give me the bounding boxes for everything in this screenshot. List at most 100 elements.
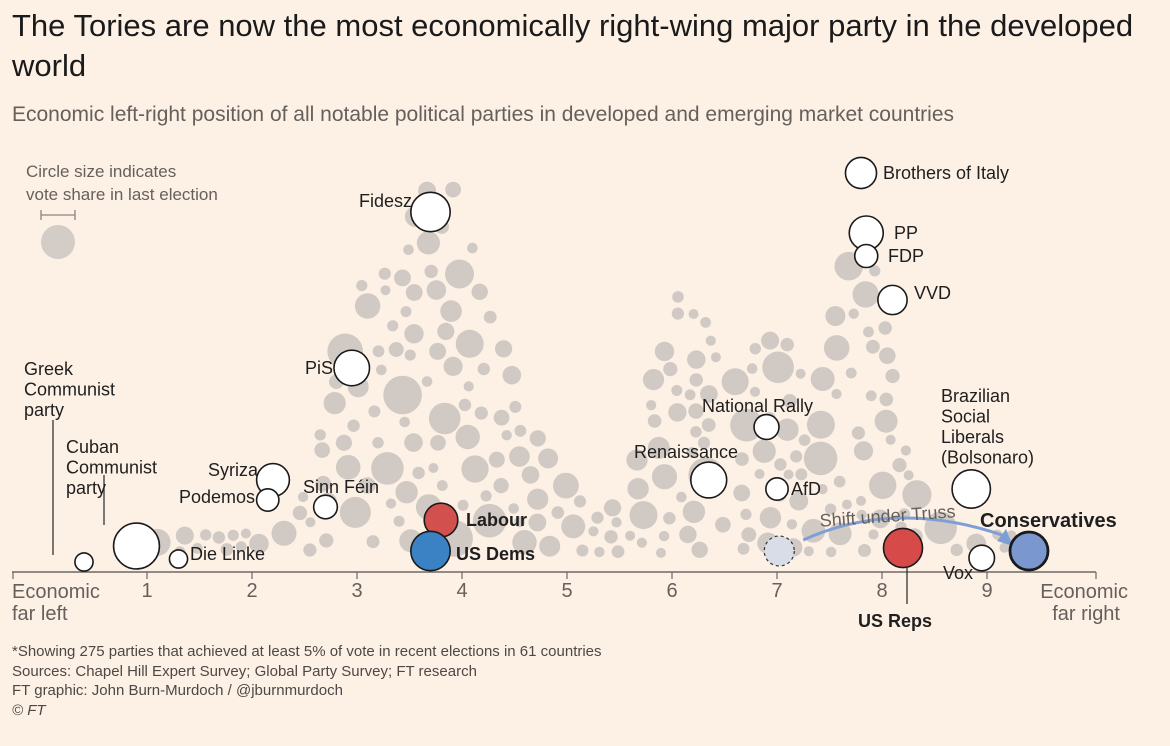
background-party-bubble	[715, 516, 731, 533]
background-party-bubble	[372, 437, 384, 449]
background-party-bubble	[754, 469, 765, 479]
background-party-bubble	[999, 542, 1010, 553]
background-party-bubble	[803, 546, 814, 557]
background-party-bubble	[235, 541, 247, 552]
background-party-bubble	[298, 491, 309, 503]
background-party-bubble	[789, 491, 809, 511]
sinn-f-in-label: Sinn Féin	[303, 477, 379, 497]
greek-communist-party-bubble	[74, 552, 94, 572]
background-party-bubble	[856, 509, 867, 521]
background-party-bubble	[627, 478, 649, 500]
background-party-bubble	[385, 498, 397, 509]
background-party-bubble	[740, 508, 752, 520]
background-party-bubble	[782, 394, 797, 408]
background-party-bubble	[429, 342, 447, 360]
sinn-f-in-bubble	[312, 494, 339, 520]
background-party-bubble	[774, 458, 787, 471]
background-party-bubble	[437, 322, 455, 340]
background-party-bubble	[354, 293, 381, 319]
renaissance-label: Renaissance	[634, 442, 738, 462]
background-party-bubble	[663, 512, 676, 525]
background-party-bubble	[817, 484, 828, 495]
x-tick-label: 6	[666, 580, 677, 602]
background-party-bubble	[512, 530, 537, 555]
podemos-bubble	[255, 488, 280, 512]
background-party-bubble	[561, 514, 586, 539]
background-party-bubble	[493, 478, 509, 494]
background-party-bubble	[676, 491, 687, 503]
background-party-bubble	[471, 283, 488, 300]
background-party-bubble	[900, 445, 912, 456]
background-party-bubble	[400, 306, 412, 318]
background-party-bubble	[573, 495, 587, 508]
background-party-bubble	[212, 531, 226, 544]
background-party-bubble	[480, 490, 492, 502]
background-party-bubble	[790, 450, 803, 463]
background-party-bubble	[305, 517, 316, 528]
fdp-label: FDP	[888, 246, 924, 266]
footnote-parties: *Showing 275 parties that achieved at le…	[12, 643, 602, 660]
background-party-bubble	[372, 345, 385, 358]
fidesz-label: Fidesz	[359, 191, 412, 211]
pis-label: PiS	[305, 358, 333, 378]
background-party-bubble	[436, 480, 448, 491]
background-party-bubble	[689, 373, 703, 387]
background-party-bubble	[686, 447, 698, 458]
background-party-bubble	[220, 543, 234, 556]
background-party-bubble	[780, 337, 794, 352]
background-party-bubble	[865, 390, 877, 402]
size-legend-text: Circle size indicates vote share in last…	[26, 160, 286, 206]
background-party-bubble	[509, 400, 522, 413]
background-party-bubble	[737, 542, 750, 555]
background-party-bubble	[467, 242, 478, 254]
background-party-bubble	[539, 535, 561, 557]
x-tick-label: 1	[141, 580, 152, 602]
die-linke-bubble	[168, 549, 189, 569]
background-party-bubble	[795, 368, 806, 379]
background-party-bubble	[502, 365, 522, 385]
background-party-bubble	[625, 530, 636, 541]
background-party-bubble	[405, 284, 423, 301]
background-party-bubble	[591, 511, 604, 524]
shift-arrow	[802, 516, 1006, 542]
background-party-bubble	[798, 434, 811, 447]
background-party-bubble	[759, 507, 782, 529]
brazilian-social-liberals-bolsonaro-label: Liberals	[941, 427, 1004, 447]
background-party-bubble	[654, 341, 675, 362]
background-party-bubble	[445, 259, 474, 289]
background-party-bubble	[430, 435, 446, 451]
background-party-bubble	[528, 513, 547, 532]
brothers-of-italy-bubble	[844, 156, 878, 190]
background-party-bubble	[371, 452, 404, 485]
background-party-bubble	[335, 455, 361, 480]
background-party-bubble	[879, 392, 894, 407]
background-party-bubble	[902, 480, 932, 510]
background-party-bubble	[671, 307, 685, 320]
background-party-bubble	[424, 264, 438, 279]
background-party-bubble	[314, 442, 331, 458]
background-party-bubble	[869, 471, 897, 499]
background-party-bubble	[671, 385, 683, 396]
background-party-bubble	[359, 477, 376, 494]
background-party-bubble	[663, 362, 678, 377]
die-linke-label: Die Linke	[190, 544, 265, 564]
background-party-bubble	[705, 335, 716, 346]
background-party-bubble	[501, 430, 512, 441]
x-axis-right-label: Economic	[1040, 581, 1128, 603]
background-party-bubble	[845, 367, 857, 379]
background-party-bubble	[688, 309, 699, 319]
background-party-bubble	[428, 463, 439, 473]
background-party-bubble	[588, 526, 599, 537]
background-party-bubble	[404, 324, 424, 344]
background-party-bubble	[626, 449, 648, 471]
background-party-bubble	[368, 405, 381, 418]
afd-bubble	[765, 477, 789, 501]
background-party-bubble	[752, 439, 776, 463]
background-party-bubble	[339, 496, 371, 528]
background-party-bubble	[335, 434, 352, 451]
background-party-bubble	[679, 525, 697, 544]
background-party-bubble	[733, 484, 751, 502]
background-party-bubble	[303, 543, 317, 557]
brazilian-social-liberals-bolsonaro-bubble	[951, 469, 992, 509]
